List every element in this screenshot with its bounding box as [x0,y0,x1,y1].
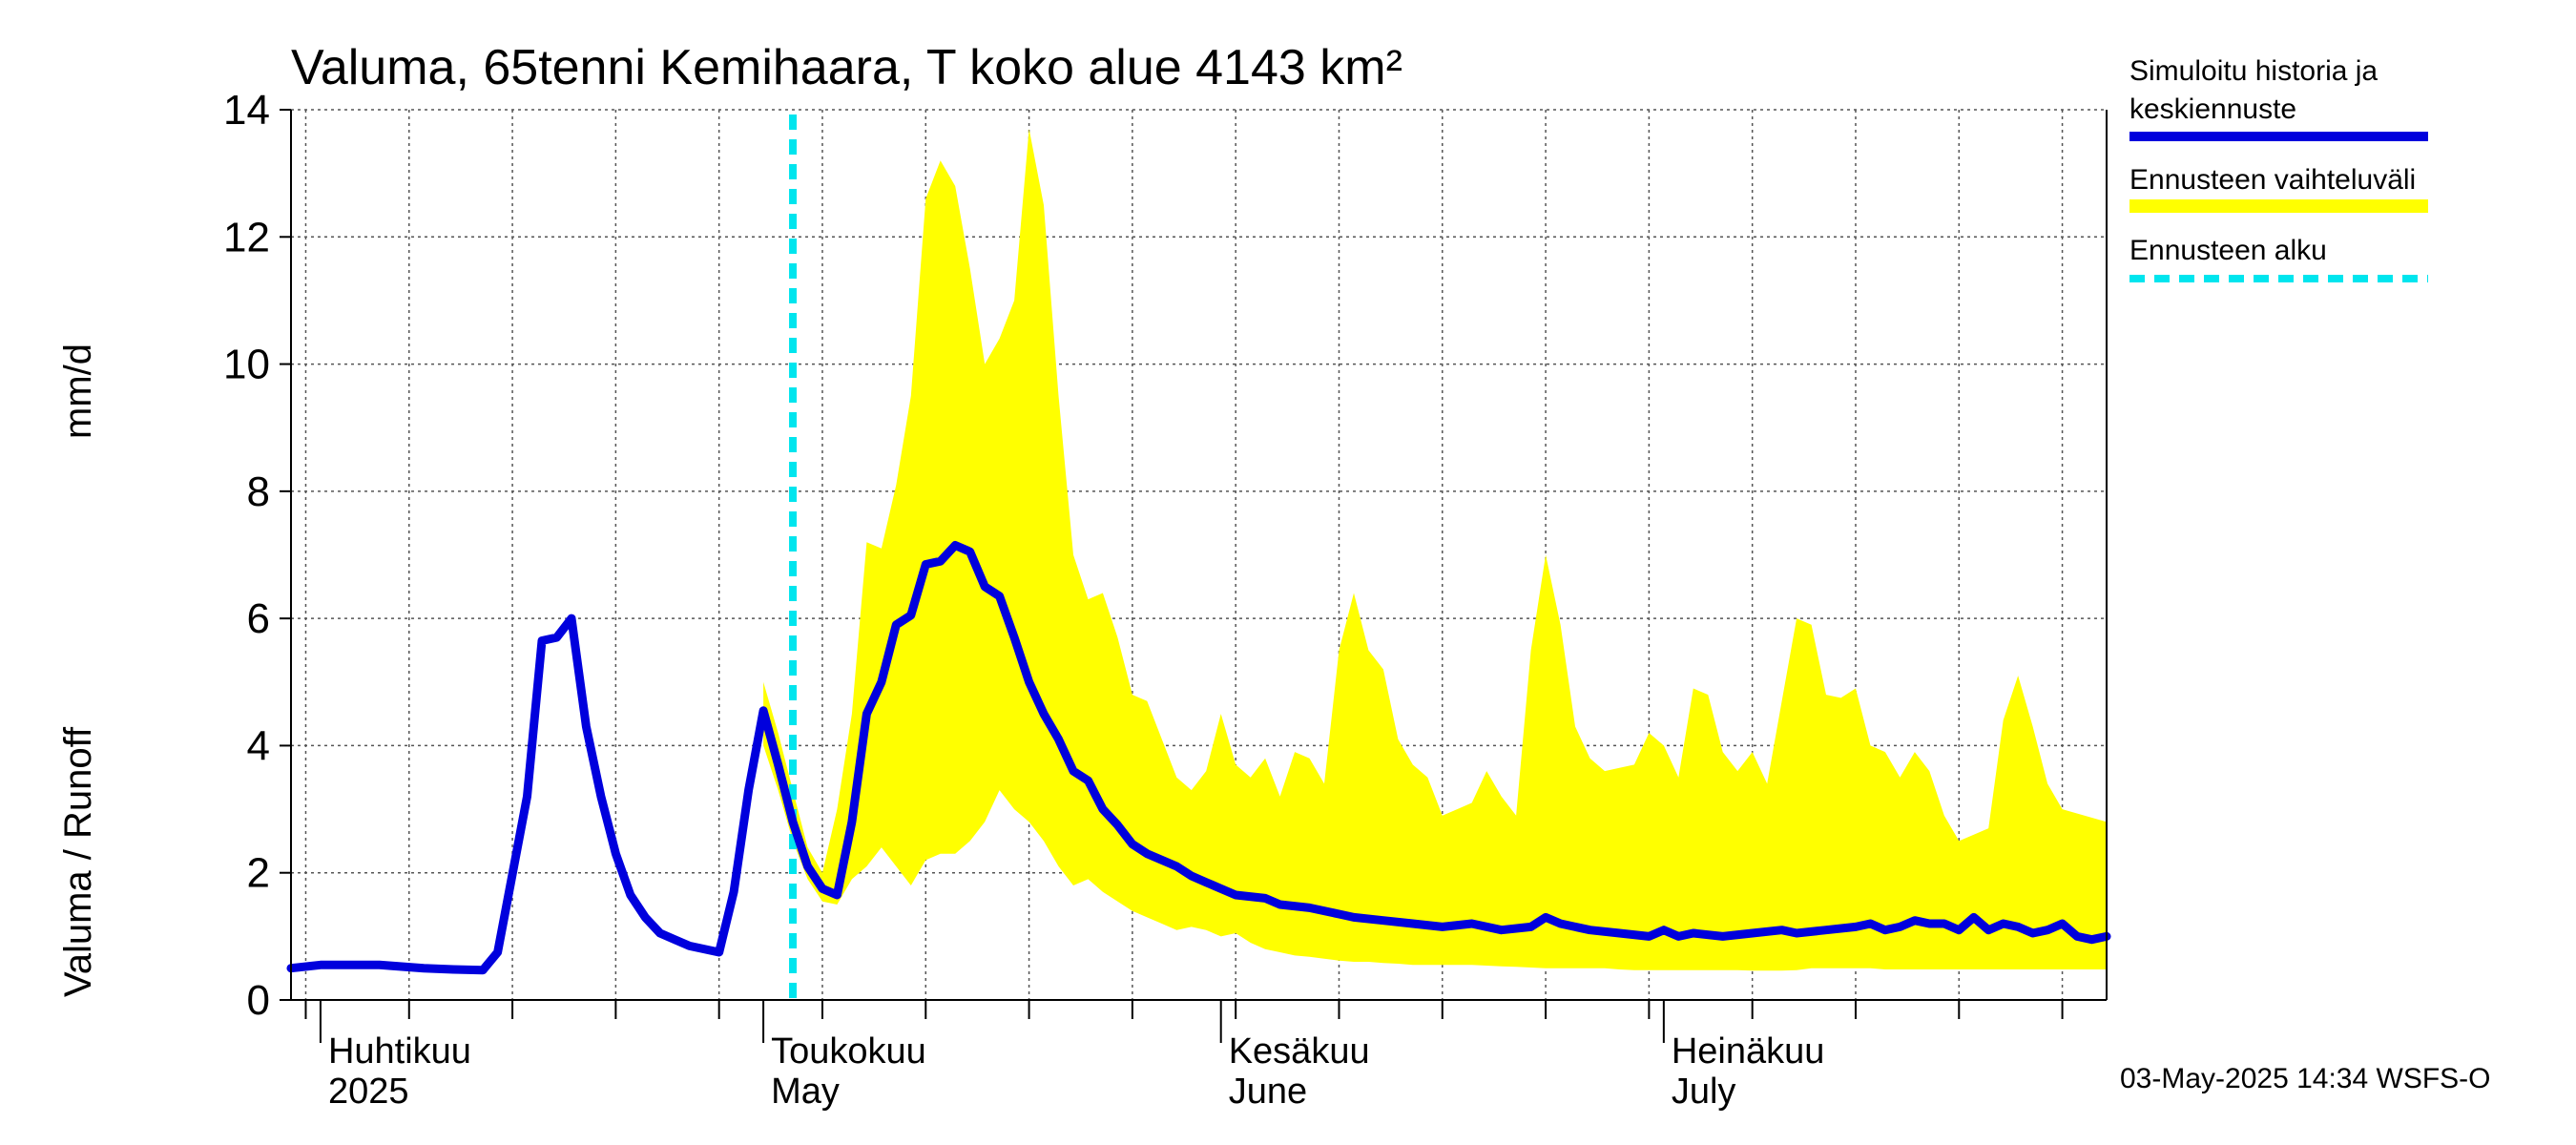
y-tick-label: 12 [223,214,270,260]
y-tick-label: 0 [247,977,270,1024]
month-label-en: July [1672,1072,1736,1112]
y-axis-label-left: Valuma / Runoff [57,726,99,997]
y-axis-label-right: mm/d [57,344,99,439]
legend: Simuloitu historia ja keskiennuste Ennus… [2129,55,2428,282]
chart-title: Valuma, 65tenni Kemihaara, T koko alue 4… [291,40,1402,95]
legend-label-simulated-line2: keskiennuste [2129,94,2296,125]
y-tick-label: 8 [247,468,270,515]
y-tick-label: 4 [247,722,270,769]
legend-label-forecast-start: Ennusteen alku [2129,235,2327,266]
month-label-en: 2025 [328,1072,409,1112]
legend-label-forecast-range: Ennusteen vaihteluväli [2129,164,2416,196]
month-label-fi: Huhtikuu [328,1031,471,1072]
y-tick-label: 10 [223,342,270,388]
forecast-range-band [763,129,2107,971]
simulated-runoff-line [286,541,2111,975]
y-tick-label: 14 [223,87,270,134]
month-label-fi: Kesäkuu [1229,1031,1370,1072]
month-label-en: May [771,1072,840,1112]
month-label-en: June [1229,1072,1307,1112]
legend-label-simulated-line1: Simuloitu historia ja [2129,55,2378,87]
timestamp-footer: 03-May-2025 14:34 WSFS-O [2120,1063,2491,1094]
y-tick-label: 6 [247,595,270,642]
y-tick-label: 2 [247,850,270,897]
month-label-fi: Heinäkuu [1672,1031,1825,1072]
month-label-fi: Toukokuu [771,1031,926,1072]
